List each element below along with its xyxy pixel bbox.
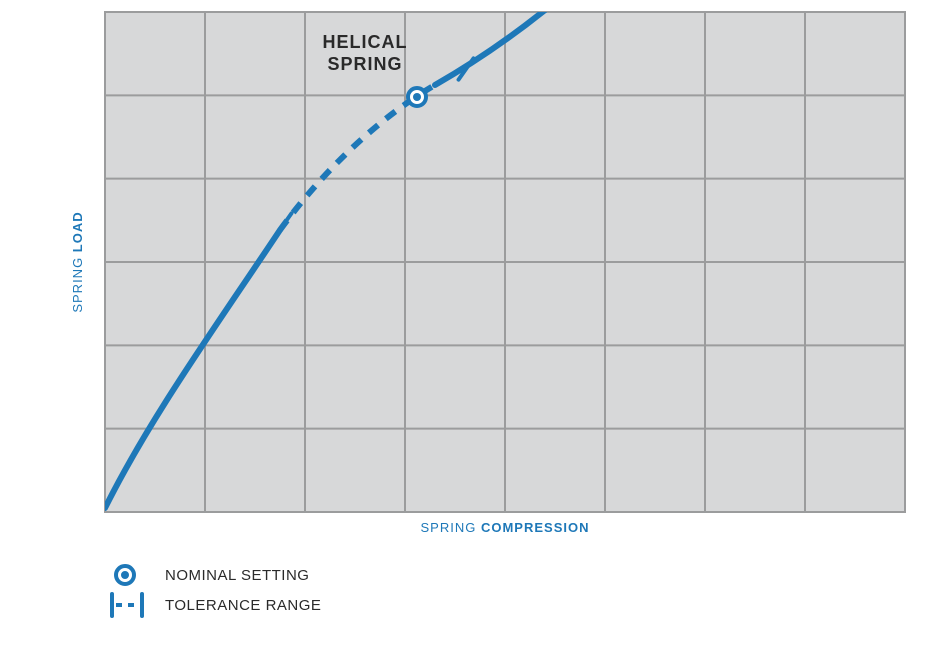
legend-nominal-label: NOMINAL SETTING xyxy=(165,567,309,584)
legend-tolerance-label: TOLERANCE RANGE xyxy=(165,597,321,614)
series-label: HELICAL xyxy=(323,32,408,52)
chart-container: HELICALSPRING SPRING COMPRESSION SPRING LO… xyxy=(0,0,933,655)
series-label-line2: SPRING xyxy=(327,54,402,74)
y-axis-label: SPRING LOAD xyxy=(70,211,85,312)
legend-nominal-dot-icon xyxy=(121,571,129,579)
chart-svg: HELICALSPRING SPRING COMPRESSION SPRING LO… xyxy=(0,0,933,655)
x-axis-label: SPRING COMPRESSION xyxy=(421,520,590,535)
nominal-point-dot xyxy=(413,93,421,101)
